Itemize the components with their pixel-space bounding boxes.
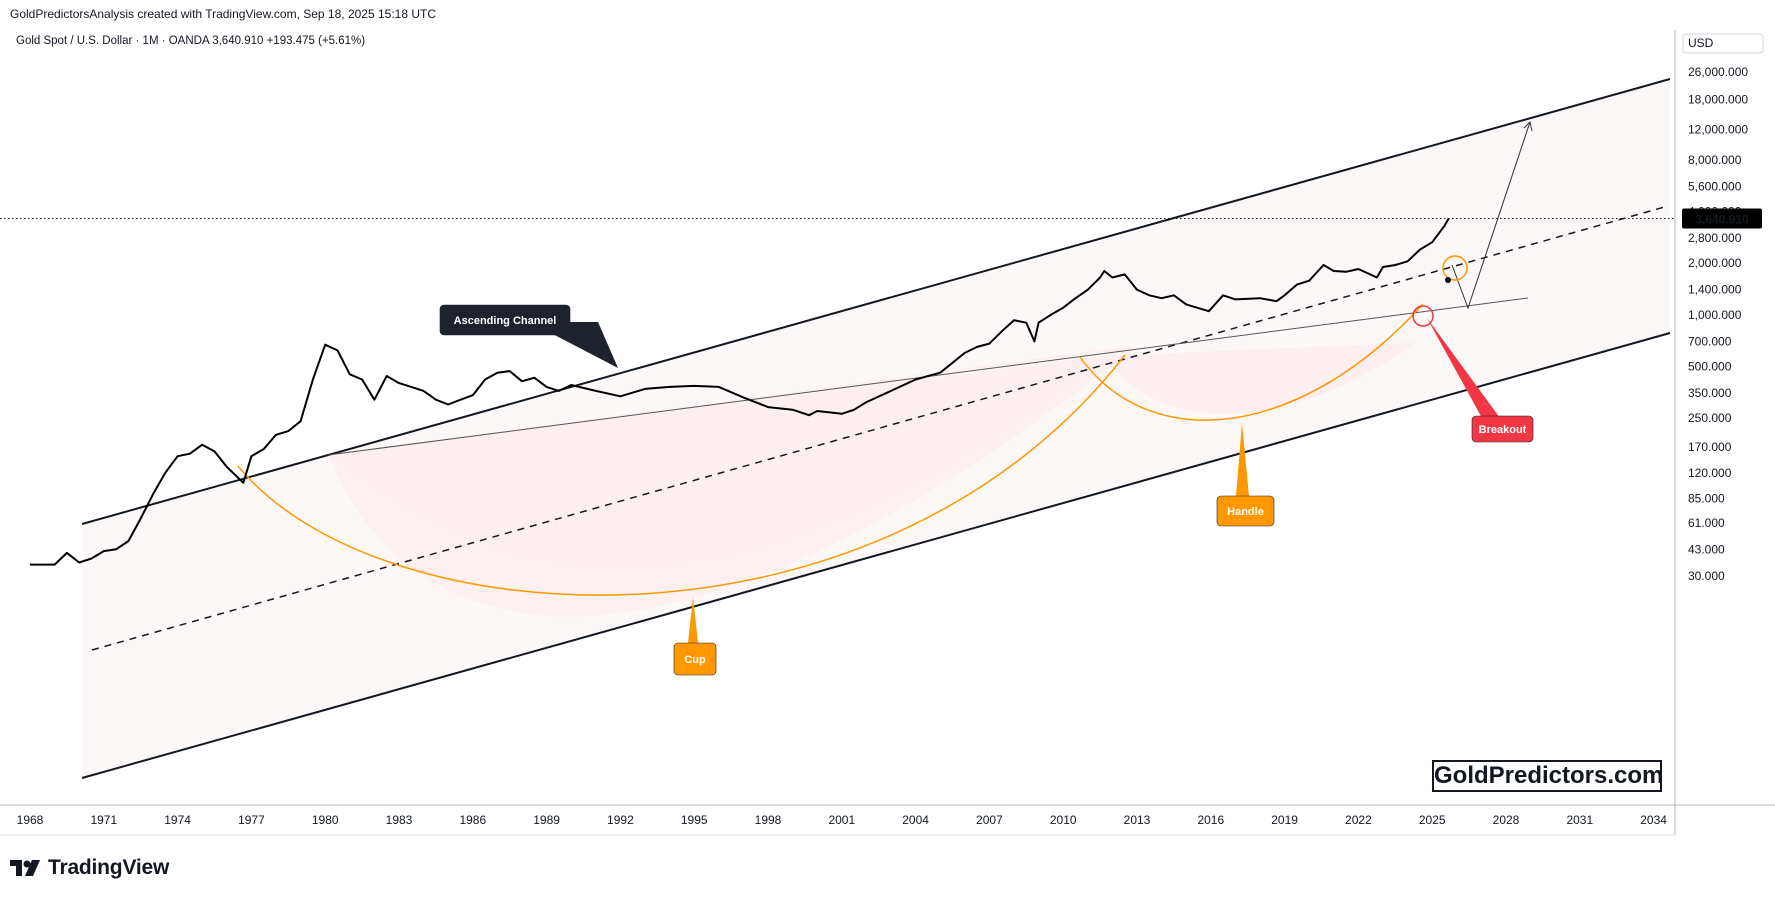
x-tick-label: 1980 <box>312 813 339 827</box>
x-tick-label: 1974 <box>164 813 191 827</box>
handle-box <box>1216 495 1275 527</box>
x-tick-label: 1995 <box>681 813 708 827</box>
x-tick-label: 2001 <box>828 813 855 827</box>
ascending-channel-label: Ascending Channel <box>454 315 557 327</box>
y-tick-label: 1,400.000 <box>1688 283 1742 297</box>
channel-lower-line <box>81 332 1671 779</box>
target-circle <box>1442 255 1468 281</box>
y-tick-label: 26,000.000 <box>1688 65 1748 79</box>
handle-pointer <box>1236 423 1249 496</box>
last-price-tag <box>1682 208 1762 229</box>
x-tick-label: 2028 <box>1493 813 1520 827</box>
x-tick-label: 2013 <box>1124 813 1151 827</box>
x-tick-label: 1971 <box>90 813 117 827</box>
y-tick-label: 500.000 <box>1688 360 1732 374</box>
y-tick-label: 12,000.000 <box>1688 123 1748 137</box>
breakout-pointer <box>1427 318 1500 418</box>
y-tick-label: 2,800.000 <box>1688 231 1742 245</box>
x-tick-label: 1983 <box>386 813 413 827</box>
chart-credit: GoldPredictorsAnalysis created with Trad… <box>10 7 436 21</box>
tradingview-logo-icon <box>10 860 40 876</box>
handle-label: Handle <box>1227 506 1264 518</box>
x-tick-label: 2007 <box>976 813 1003 827</box>
channel-upper-line <box>81 78 1671 525</box>
goldpredictors-watermark: GoldPredictors.com <box>1432 760 1663 792</box>
projection-arrowhead <box>1523 121 1533 132</box>
last-price-tag-label: 3,640.910 <box>1695 213 1749 227</box>
x-tick-label: 1998 <box>755 813 782 827</box>
x-tick-label: 2034 <box>1640 813 1667 827</box>
x-tick-label: 2010 <box>1050 813 1077 827</box>
handle-arc <box>1079 303 1424 421</box>
cup-label: Cup <box>684 654 706 666</box>
x-tick-label: 2004 <box>902 813 929 827</box>
last-point-marker <box>1445 277 1451 283</box>
x-tick-label: 2016 <box>1197 813 1224 827</box>
x-tick-label: 2025 <box>1419 813 1446 827</box>
y-tick-label: 1,000.000 <box>1688 308 1742 322</box>
symbol-price: 3,640.910 <box>212 35 264 47</box>
y-tick-label: 8,000.000 <box>1688 153 1742 167</box>
y-tick-label: 350.000 <box>1688 386 1732 400</box>
tradingview-logo[interactable]: TradingView <box>10 856 169 880</box>
y-tick-label: 170.000 <box>1688 440 1732 454</box>
x-tick-label: 2022 <box>1345 813 1372 827</box>
tradingview-wordmark: TradingView <box>48 856 170 879</box>
x-tick-label: 1986 <box>459 813 486 827</box>
y-tick-label: 700.000 <box>1688 334 1732 348</box>
x-tick-label: 1992 <box>607 813 634 827</box>
cup-arc <box>237 354 1126 596</box>
breakout-circle <box>1412 305 1434 327</box>
symbol-info: Gold Spot / U.S. Dollar · 1M · OANDA 3,6… <box>16 35 365 47</box>
y-tick-label: 43.000 <box>1688 542 1725 556</box>
breakout-label: Breakout <box>1479 424 1527 436</box>
y-tick-label: 2,000.000 <box>1688 256 1742 270</box>
x-tick-label: 1968 <box>17 813 44 827</box>
cup-pointer <box>688 597 698 643</box>
cup-box <box>673 642 717 676</box>
y-tick-label: 120.000 <box>1688 466 1732 480</box>
y-tick-label: 18,000.000 <box>1688 92 1748 106</box>
gold-price-line <box>30 218 1450 566</box>
y-axis-currency-label: USD <box>1688 36 1714 50</box>
symbol-name[interactable]: Gold Spot / U.S. Dollar · 1M · OANDA <box>16 35 210 47</box>
handle-region <box>1105 343 1415 414</box>
cup-region <box>328 355 1125 617</box>
ascending-channel-box <box>439 304 571 336</box>
breakout-box <box>1471 415 1534 443</box>
y-tick-label: 30.000 <box>1688 569 1725 583</box>
currency-box <box>1682 33 1764 54</box>
y-tick-label: 85.000 <box>1688 492 1725 506</box>
x-tick-label: 2031 <box>1566 813 1593 827</box>
x-tick-label: 1977 <box>238 813 265 827</box>
x-tick-label: 2019 <box>1271 813 1298 827</box>
y-tick-label: 61.000 <box>1688 516 1725 530</box>
y-tick-label: 250.000 <box>1688 411 1732 425</box>
x-tick-label: 1989 <box>533 813 560 827</box>
y-tick-label: 5,600.000 <box>1688 179 1742 193</box>
symbol-change: +193.475 (+5.61%) <box>266 35 366 47</box>
